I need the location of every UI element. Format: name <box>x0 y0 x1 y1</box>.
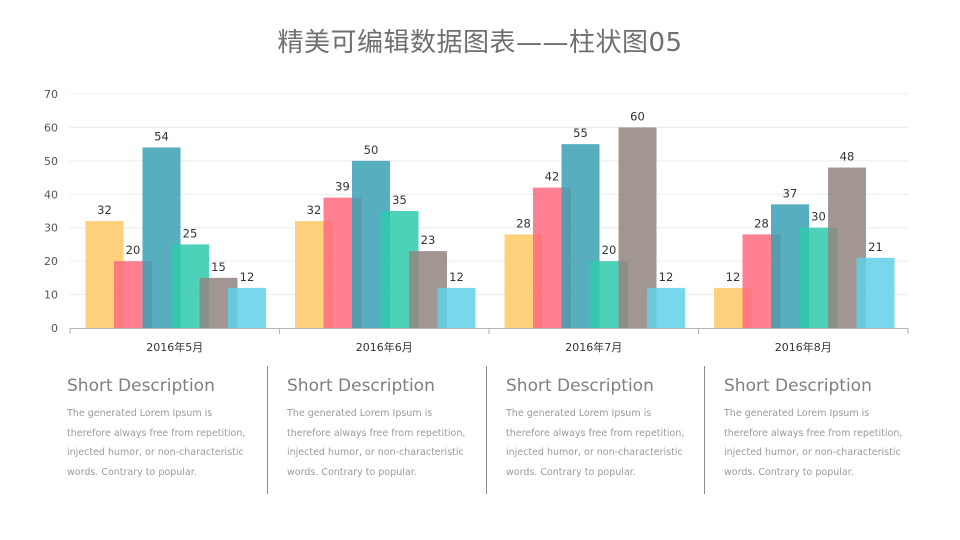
bar <box>228 287 266 328</box>
description-heading: Short Description <box>67 376 215 396</box>
description-heading: Short Description <box>506 376 654 396</box>
page-title: 精美可编辑数据图表——柱状图05 <box>277 28 683 58</box>
x-tick-label: 2016年8月 <box>775 340 832 354</box>
data-label: 20 <box>126 243 141 257</box>
x-tick-label: 2016年7月 <box>565 340 622 354</box>
description-card: Short Description The generated Lorem Ip… <box>48 366 267 494</box>
y-tick-label: 10 <box>44 289 58 302</box>
y-tick-label: 60 <box>44 121 58 134</box>
data-label: 23 <box>421 233 436 247</box>
y-tick-label: 50 <box>44 155 58 168</box>
bar <box>856 257 895 328</box>
description-body: The generated Lorem Ipsum is therefore a… <box>724 408 903 478</box>
description-body: The generated Lorem Ipsum is therefore a… <box>506 408 685 478</box>
bar <box>647 287 685 328</box>
data-label: 30 <box>811 210 826 224</box>
data-label: 54 <box>154 129 169 143</box>
description-row: Short Description The generated Lorem Ip… <box>48 366 908 494</box>
data-label: 12 <box>240 270 255 284</box>
description-card: Short Description The generated Lorem Ip… <box>704 366 908 494</box>
y-tick-label: 70 <box>44 88 58 101</box>
description-body: The generated Lorem Ipsum is therefore a… <box>67 408 246 478</box>
data-label: 55 <box>573 126 588 140</box>
data-label: 12 <box>449 270 464 284</box>
x-tick-label: 2016年6月 <box>356 340 413 354</box>
data-label: 21 <box>868 240 883 254</box>
data-label: 32 <box>307 203 322 217</box>
bar <box>437 287 476 328</box>
description-card: Short Description The generated Lorem Ip… <box>486 366 705 494</box>
description-heading: Short Description <box>724 376 872 396</box>
y-tick-label: 40 <box>44 188 58 201</box>
description-body: The generated Lorem Ipsum is therefore a… <box>287 408 466 478</box>
data-label: 37 <box>783 186 798 200</box>
x-tick-label: 2016年5月 <box>146 340 203 354</box>
data-label: 15 <box>211 260 226 274</box>
data-label: 28 <box>754 216 769 230</box>
description-heading: Short Description <box>287 376 435 396</box>
bar-chart: 0 10 20 30 40 50 60 70 32 20 54 25 15 12 2016年5月 32 39 50… <box>44 88 909 354</box>
data-label: 35 <box>392 193 407 207</box>
data-label: 12 <box>659 270 674 284</box>
data-label: 60 <box>630 109 645 123</box>
data-label: 48 <box>840 150 855 164</box>
description-card: Short Description The generated Lorem Ip… <box>267 366 486 494</box>
data-label: 32 <box>97 203 112 217</box>
y-tick-label: 0 <box>51 322 58 335</box>
data-label: 39 <box>335 180 350 194</box>
data-label: 12 <box>726 270 741 284</box>
data-label: 25 <box>183 226 198 240</box>
y-tick-label: 20 <box>44 255 58 268</box>
data-label: 28 <box>516 216 531 230</box>
y-tick-label: 30 <box>44 222 58 235</box>
data-label: 20 <box>602 243 617 257</box>
data-label: 50 <box>364 143 379 157</box>
data-label: 42 <box>545 170 560 184</box>
